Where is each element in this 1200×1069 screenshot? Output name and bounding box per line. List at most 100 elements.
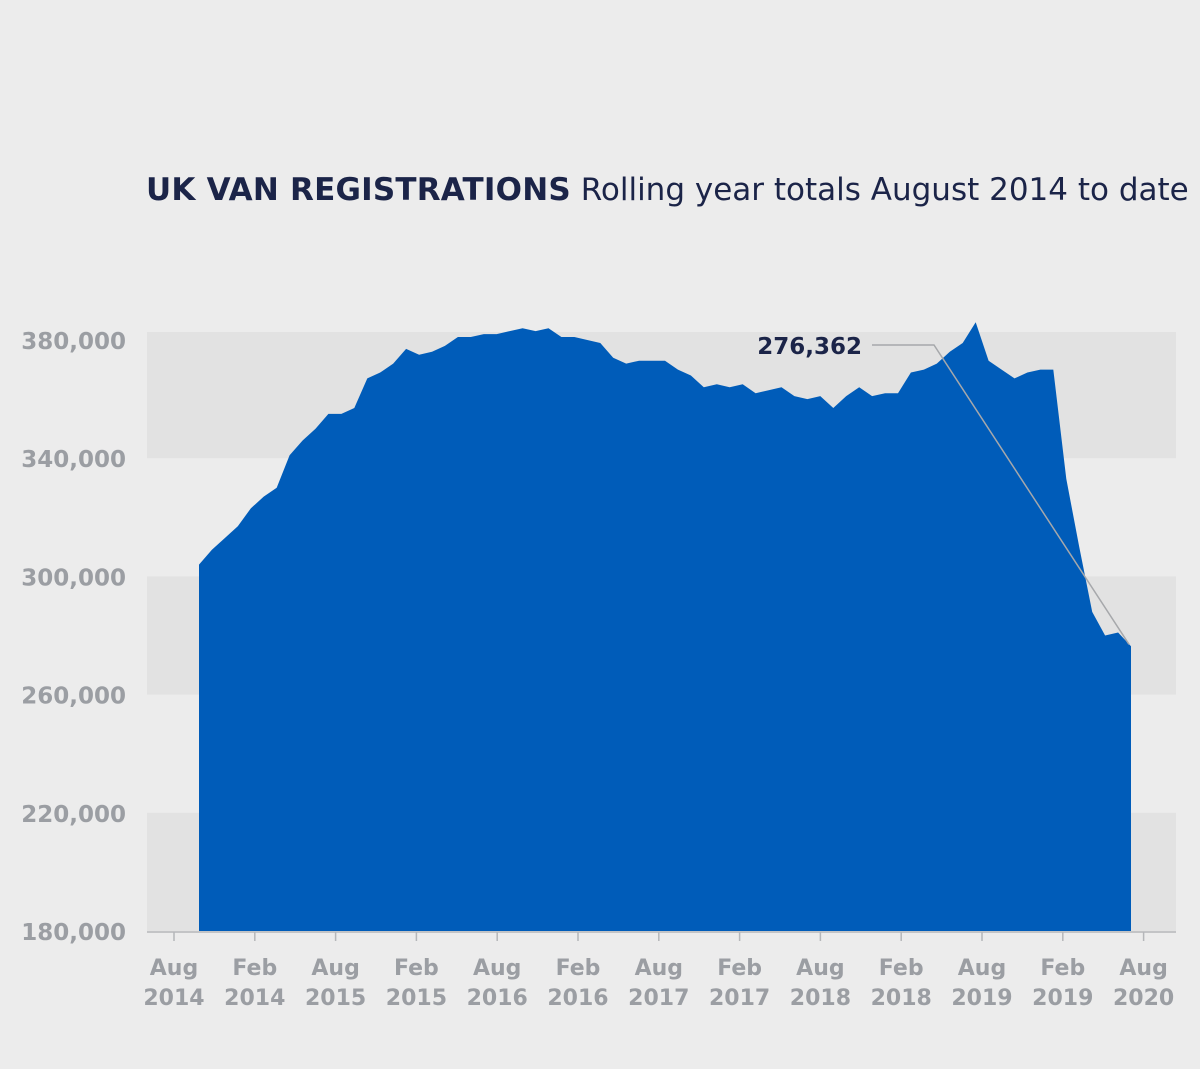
- x-tick-label: Aug: [958, 956, 1006, 981]
- data-point: [508, 329, 512, 333]
- data-point: [650, 359, 654, 363]
- data-point: [1103, 634, 1107, 638]
- data-point: [974, 320, 978, 324]
- data-point: [792, 394, 796, 398]
- x-tick-label: Feb: [879, 956, 924, 981]
- data-point: [870, 394, 874, 398]
- x-tick-label: Feb: [232, 956, 277, 981]
- data-point: [534, 329, 538, 333]
- data-point: [663, 359, 667, 363]
- data-point: [585, 338, 589, 342]
- x-tick-label: Feb: [556, 956, 601, 981]
- data-point: [1116, 631, 1120, 635]
- x-tick-label: 2019: [1032, 986, 1093, 1011]
- data-point: [715, 382, 719, 386]
- data-point: [443, 344, 447, 348]
- data-point: [391, 362, 395, 366]
- data-point: [702, 385, 706, 389]
- x-tick-label: Feb: [717, 956, 762, 981]
- x-tick-label: 2019: [951, 986, 1012, 1011]
- data-point: [404, 347, 408, 351]
- data-point: [210, 548, 214, 552]
- data-point: [611, 356, 615, 360]
- data-point: [495, 332, 499, 336]
- data-point: [249, 506, 253, 510]
- x-tick-label: Aug: [635, 956, 683, 981]
- x-tick-label: Aug: [311, 956, 359, 981]
- data-point: [637, 359, 641, 363]
- data-point: [236, 524, 240, 528]
- data-point: [1077, 545, 1081, 549]
- data-point: [948, 350, 952, 354]
- data-point: [521, 326, 525, 330]
- data-point: [961, 341, 965, 345]
- y-tick-label: 180,000: [21, 920, 126, 946]
- data-point: [197, 563, 201, 567]
- data-point: [378, 371, 382, 375]
- data-point: [1025, 371, 1029, 375]
- x-tick-label: 2020: [1113, 986, 1174, 1011]
- data-point: [883, 391, 887, 395]
- chart-subtitle: Rolling year totals August 2014 to date: [580, 172, 1189, 208]
- x-tick-label: 2016: [467, 986, 528, 1011]
- data-point: [818, 394, 822, 398]
- data-point: [275, 486, 279, 490]
- data-point: [767, 388, 771, 392]
- data-point: [365, 376, 369, 380]
- data-point: [896, 391, 900, 395]
- data-point: [1090, 610, 1094, 614]
- data-point: [1013, 376, 1017, 380]
- data-point: [1051, 368, 1055, 372]
- x-tick-label: 2017: [709, 986, 770, 1011]
- data-point: [689, 374, 693, 378]
- data-point: [1000, 368, 1004, 372]
- data-point: [935, 362, 939, 366]
- x-tick-label: Aug: [796, 956, 844, 981]
- data-point: [754, 391, 758, 395]
- x-tick-label: 2014: [224, 986, 285, 1011]
- data-point: [547, 326, 551, 330]
- data-point: [430, 350, 434, 354]
- data-point: [909, 371, 913, 375]
- x-tick-label: 2017: [628, 986, 689, 1011]
- data-point: [223, 536, 227, 540]
- y-tick-label: 380,000: [21, 329, 126, 355]
- data-point: [598, 341, 602, 345]
- data-point: [831, 406, 835, 410]
- data-point: [326, 412, 330, 416]
- data-point: [857, 385, 861, 389]
- x-tick-label: 2015: [305, 986, 366, 1011]
- x-tick-label: 2015: [386, 986, 447, 1011]
- data-point: [417, 353, 421, 357]
- data-point: [262, 495, 266, 499]
- x-tick-label: 2016: [547, 986, 608, 1011]
- data-point: [676, 368, 680, 372]
- x-tick-label: Aug: [150, 956, 198, 981]
- data-point: [987, 359, 991, 363]
- data-point: [288, 453, 292, 457]
- data-point: [314, 427, 318, 431]
- x-tick-label: 2018: [790, 986, 851, 1011]
- x-tick-label: Aug: [1119, 956, 1167, 981]
- data-point: [844, 394, 848, 398]
- y-tick-label: 220,000: [21, 802, 126, 828]
- data-point: [741, 382, 745, 386]
- data-point: [728, 385, 732, 389]
- y-tick-label: 260,000: [21, 684, 126, 710]
- data-point: [922, 368, 926, 372]
- data-point: [456, 335, 460, 339]
- x-tick-label: Aug: [473, 956, 521, 981]
- data-point: [559, 335, 563, 339]
- data-point: [352, 406, 356, 410]
- data-point: [301, 439, 305, 443]
- annotation-leader-line: [872, 344, 1130, 645]
- data-point: [482, 332, 486, 336]
- series-area: [199, 322, 1131, 931]
- data-point: [1064, 477, 1068, 481]
- x-tick-label: Feb: [1040, 956, 1085, 981]
- data-point: [1129, 644, 1133, 648]
- chart-title-main: UK VAN REGISTRATIONS: [146, 172, 571, 208]
- data-point: [339, 412, 343, 416]
- x-tick-label: Feb: [394, 956, 439, 981]
